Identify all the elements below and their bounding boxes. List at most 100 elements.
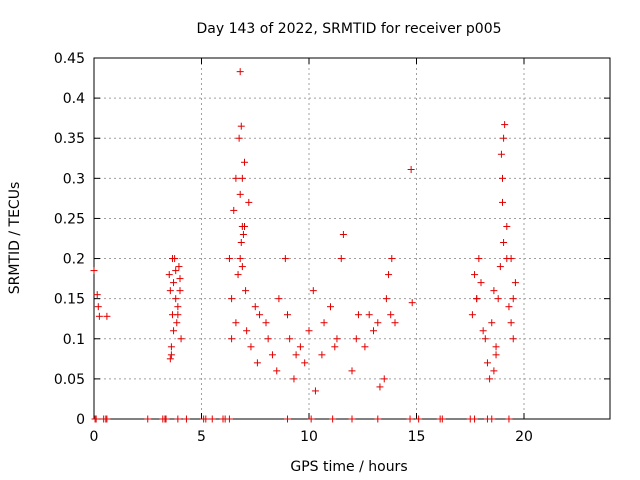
data-point xyxy=(309,287,317,295)
data-point xyxy=(232,174,240,182)
data-point xyxy=(268,351,276,359)
x-tick-label: 20 xyxy=(515,429,533,445)
y-tick-label: 0.2 xyxy=(63,252,85,268)
data-point xyxy=(253,359,261,367)
data-point xyxy=(496,263,504,271)
data-point xyxy=(505,303,513,311)
data-point xyxy=(95,312,103,320)
data-point xyxy=(103,415,111,423)
data-point xyxy=(93,291,101,299)
data-point xyxy=(331,343,339,351)
data-point xyxy=(507,319,515,327)
x-tick-label: 5 xyxy=(197,429,206,445)
data-point xyxy=(391,319,399,327)
y-tick-label: 0.15 xyxy=(54,292,85,308)
data-point xyxy=(168,255,176,263)
data-point xyxy=(284,415,291,423)
data-point xyxy=(238,222,246,230)
y-tick-label: 0 xyxy=(76,412,85,428)
data-point xyxy=(415,415,423,423)
data-point xyxy=(176,275,184,283)
data-point xyxy=(292,351,300,359)
data-point xyxy=(228,295,236,303)
data-point xyxy=(337,255,345,263)
data-point xyxy=(500,239,508,247)
data-point xyxy=(275,295,283,303)
data-point xyxy=(471,415,479,423)
data-point xyxy=(174,311,182,319)
data-point xyxy=(225,415,233,423)
data-point xyxy=(483,359,491,367)
data-point xyxy=(382,295,390,303)
data-point xyxy=(236,190,244,198)
data-point xyxy=(311,387,319,395)
data-point xyxy=(167,343,175,351)
data-point xyxy=(408,299,416,307)
data-point xyxy=(247,343,255,351)
data-point xyxy=(90,267,98,275)
data-point xyxy=(503,222,511,230)
data-point xyxy=(320,319,328,327)
y-tick-label: 0.05 xyxy=(54,372,85,388)
data-point xyxy=(243,327,251,335)
data-point xyxy=(348,367,356,375)
x-axis-ticks: 0 5 10 15 20 xyxy=(90,58,533,445)
y-tick-label: 0.25 xyxy=(54,211,85,227)
data-point xyxy=(307,415,315,423)
data-point xyxy=(103,312,111,320)
y-axis-ticks: 0 0.05 0.1 0.15 0.2 0.25 0.3 0.35 0.4 0.45 xyxy=(54,51,610,428)
data-point xyxy=(488,319,496,327)
data-point xyxy=(245,198,253,206)
data-point xyxy=(348,415,356,423)
data-point xyxy=(374,319,382,327)
data-point xyxy=(286,335,294,343)
y-tick-label: 0.4 xyxy=(63,91,85,107)
data-point xyxy=(488,415,496,423)
data-point xyxy=(333,335,341,343)
data-point xyxy=(365,311,373,319)
data-point xyxy=(329,415,337,423)
data-point xyxy=(339,230,347,238)
data-point xyxy=(376,383,384,391)
data-point xyxy=(94,303,102,311)
data-point xyxy=(509,335,517,343)
data-point xyxy=(494,295,502,303)
x-axis-label: GPS time / hours xyxy=(290,459,407,475)
data-point xyxy=(238,263,246,271)
data-point xyxy=(256,311,264,319)
data-point xyxy=(165,271,173,279)
data-point xyxy=(318,351,326,359)
data-point xyxy=(490,367,498,375)
data-point xyxy=(354,311,362,319)
plot-frame xyxy=(93,57,611,420)
data-point xyxy=(486,375,494,383)
data-point xyxy=(407,166,415,174)
data-point xyxy=(182,415,190,423)
x-tick-label: 10 xyxy=(300,429,318,445)
data-point xyxy=(361,343,369,351)
data-point xyxy=(499,174,506,182)
data-point xyxy=(232,319,240,327)
data-point xyxy=(166,287,174,295)
data-point xyxy=(236,68,244,76)
data-point xyxy=(481,335,489,343)
x-tick-label: 15 xyxy=(408,429,426,445)
data-point xyxy=(202,415,210,423)
data-point xyxy=(177,335,185,343)
data-point xyxy=(238,174,246,182)
data-point xyxy=(473,295,481,303)
y-axis-label: SRMTID / TECUs xyxy=(7,182,23,295)
y-tick-label: 0.35 xyxy=(54,131,85,147)
data-point xyxy=(264,335,272,343)
data-point xyxy=(176,287,184,295)
data-point xyxy=(174,303,182,311)
data-point xyxy=(237,122,245,130)
data-point xyxy=(479,327,487,335)
data-point xyxy=(499,198,506,206)
data-point xyxy=(208,415,216,423)
data-point xyxy=(497,150,505,158)
data-point xyxy=(290,375,298,383)
data-point xyxy=(501,121,509,129)
data-point xyxy=(492,343,500,351)
